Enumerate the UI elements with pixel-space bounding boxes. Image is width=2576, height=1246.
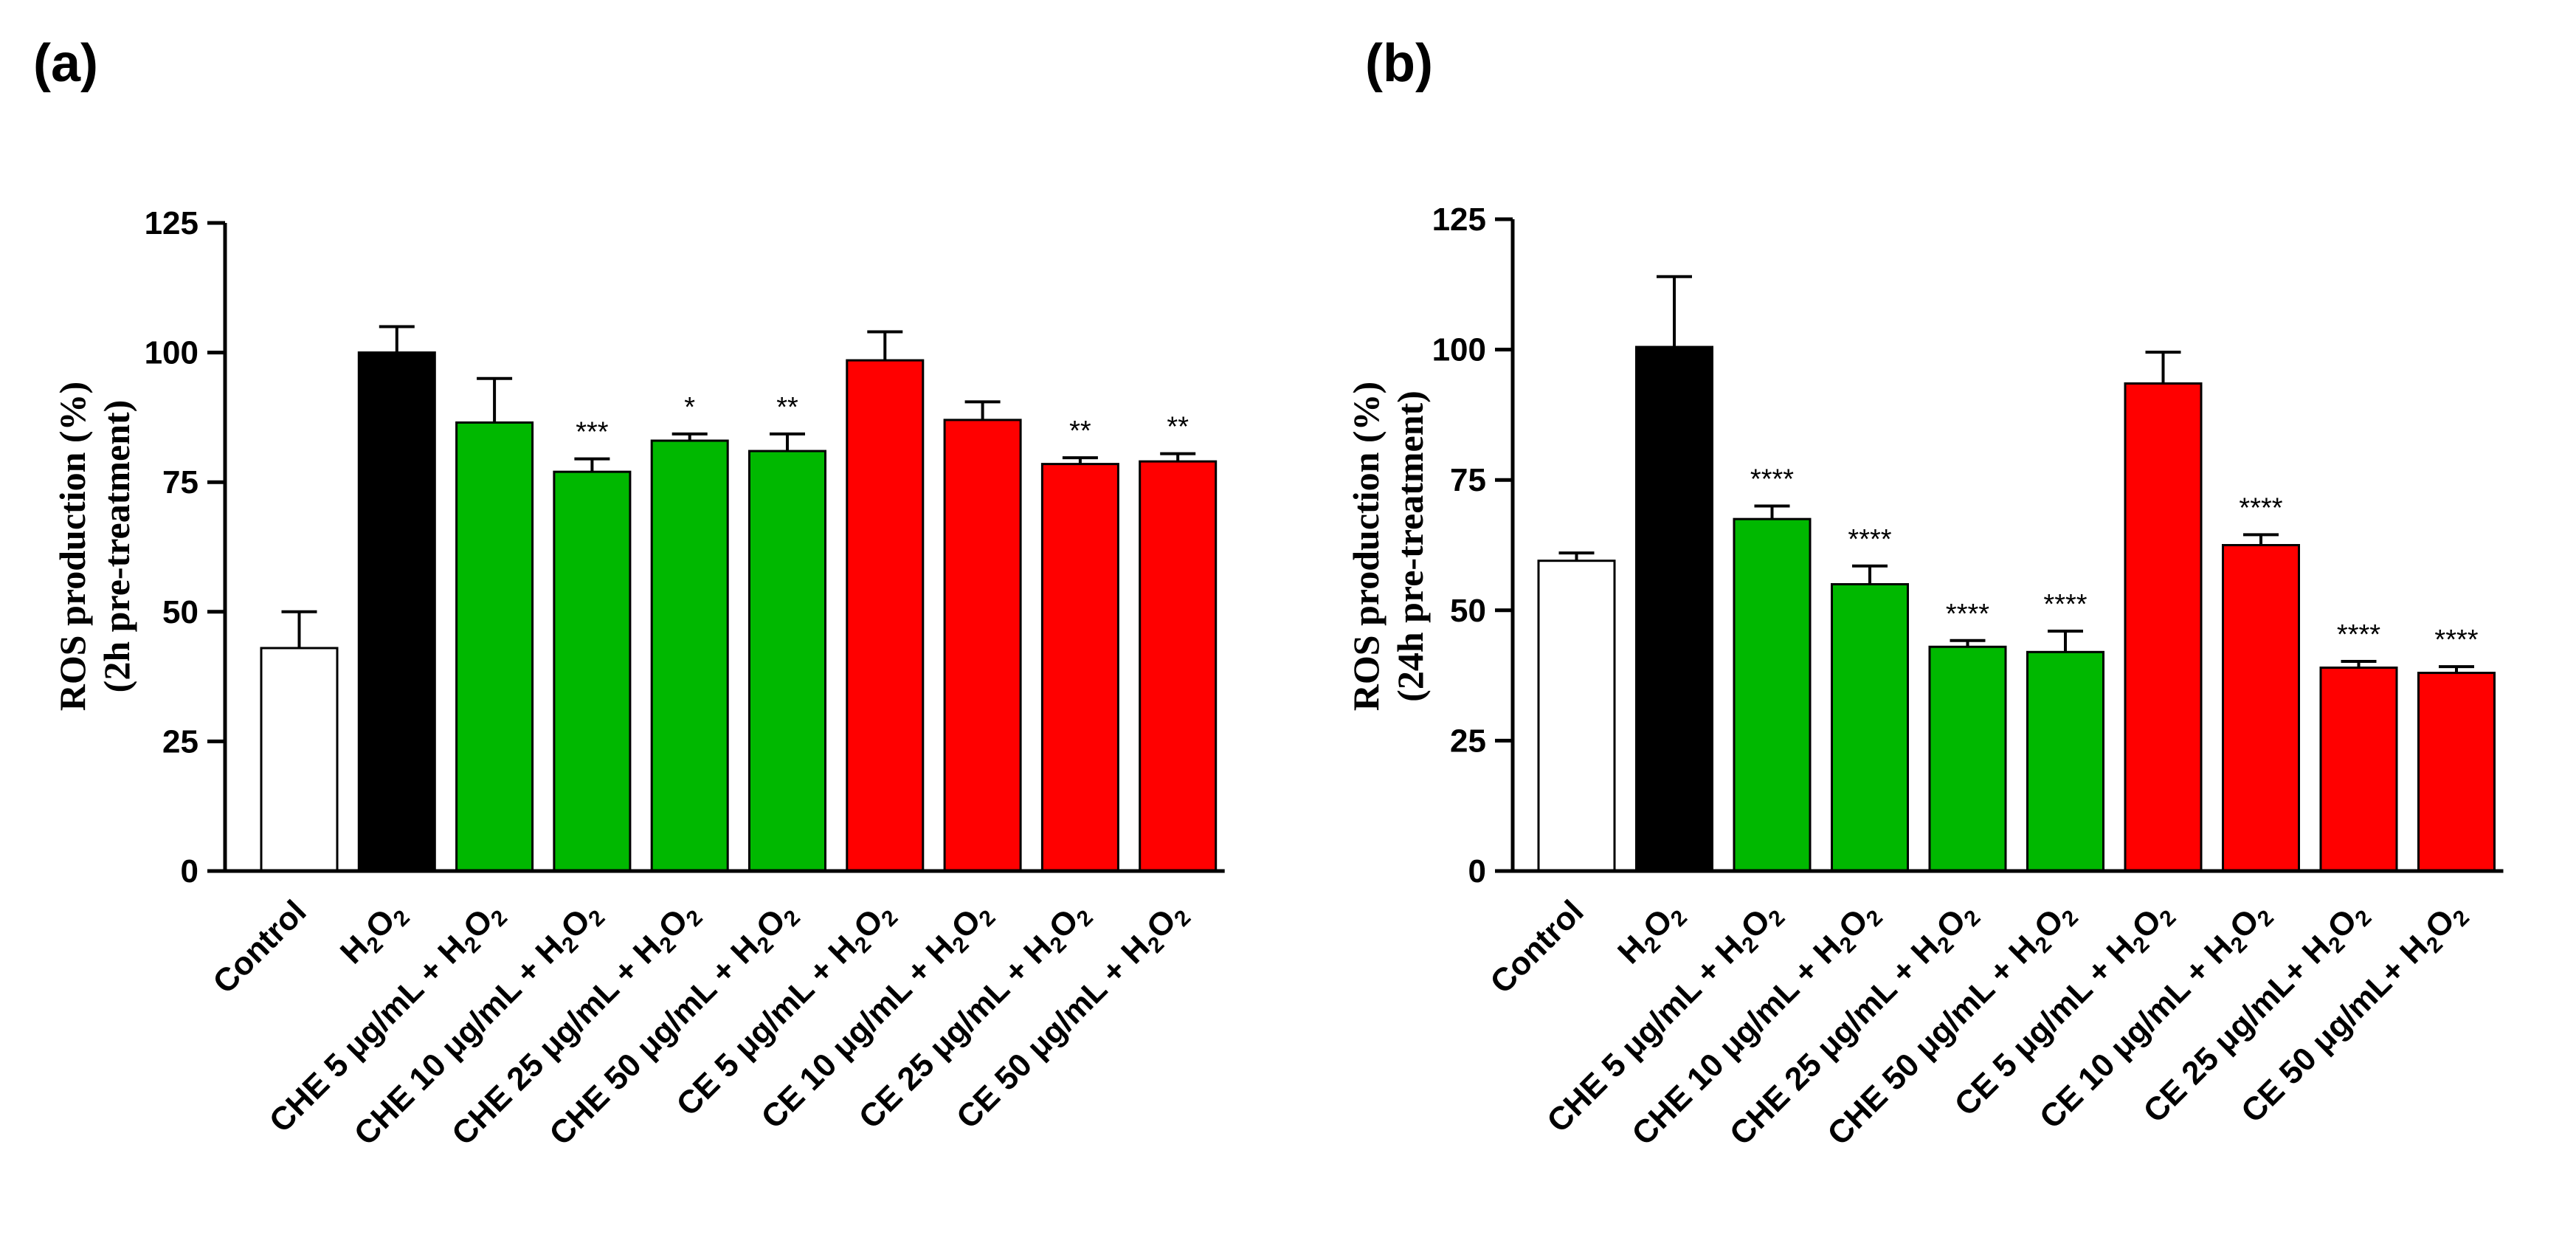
y-axis-label: ROS production (%): [1345, 382, 1387, 711]
bar: [1040, 463, 1119, 872]
category-label: Control: [206, 893, 313, 1000]
bar: [357, 351, 436, 872]
category-label: H2O2: [1611, 893, 1692, 974]
bar: [1537, 560, 1616, 872]
y-axis-label: ROS production (%): [52, 382, 93, 711]
bar: [2319, 667, 2398, 872]
category-label-part: CE 25 μg/mL+ H: [2136, 929, 2337, 1129]
panel-a-chart: (a) ROS production (%) (2h pre-treatment) C…: [33, 34, 1225, 1152]
category-label-part: Control: [206, 893, 313, 1000]
significance-label: ****: [2337, 619, 2380, 650]
bar: [1831, 582, 1909, 872]
y-tick-label: 125: [1432, 202, 1486, 238]
bar: [943, 419, 1022, 872]
bar: [2222, 544, 2300, 872]
category-label-part: CE 5 μg/mL + H: [669, 929, 863, 1123]
significance-label: **: [1167, 412, 1189, 443]
significance-label: ****: [1848, 524, 1891, 555]
panel-b-chart: (b) ROS production (%) (24h pre-treatment)…: [1345, 34, 2504, 1152]
y-axis-label: (2h pre-treatment): [96, 400, 137, 693]
y-tick-label: 100: [145, 335, 198, 371]
panel-letter: (b): [1365, 34, 1433, 93]
bar: [2124, 382, 2203, 872]
category-label-part: CE 50 μg/mL+ H: [2234, 929, 2435, 1129]
category-label: H2O2: [334, 893, 415, 974]
y-tick-label: 75: [162, 464, 198, 500]
bar: [1928, 645, 2007, 872]
significance-label: ****: [2043, 589, 2087, 620]
bar: [1635, 345, 1713, 872]
category-label: Control: [1483, 893, 1590, 1000]
category-label-part: Control: [1483, 893, 1590, 1000]
y-axis-label: (24h pre-treatment): [1389, 390, 1431, 702]
y-tick-label: 125: [145, 205, 198, 241]
bar: [2026, 650, 2104, 872]
y-tick-label: 25: [1450, 723, 1486, 759]
y-tick-label: 0: [1468, 853, 1486, 889]
significance-label: **: [776, 392, 798, 423]
y-tick-label: 25: [162, 723, 198, 760]
bar: [650, 439, 729, 872]
y-tick-label: 0: [181, 853, 198, 889]
y-tick-label: 75: [1450, 462, 1486, 498]
y-tick-label: 50: [162, 594, 198, 630]
significance-label: ****: [1750, 464, 1794, 495]
y-tick-label: 100: [1432, 332, 1486, 368]
bar: [553, 470, 632, 872]
significance-label: ****: [2239, 492, 2282, 523]
y-tick-label: 50: [1450, 593, 1486, 629]
category-label-part: CE 5 μg/mL + H: [1948, 929, 2142, 1123]
significance-label: ****: [1946, 599, 1989, 630]
bar: [1733, 517, 1812, 872]
panel-letter: (a): [33, 34, 98, 93]
bar: [455, 421, 534, 872]
significance-label: *: [684, 392, 695, 423]
bar: [748, 450, 826, 872]
significance-label: ***: [576, 417, 609, 448]
bar: [846, 359, 925, 872]
significance-label: **: [1069, 416, 1091, 447]
significance-label: ****: [2434, 624, 2478, 655]
bar: [260, 647, 339, 872]
bar: [2417, 672, 2496, 872]
bar: [1139, 460, 1218, 872]
